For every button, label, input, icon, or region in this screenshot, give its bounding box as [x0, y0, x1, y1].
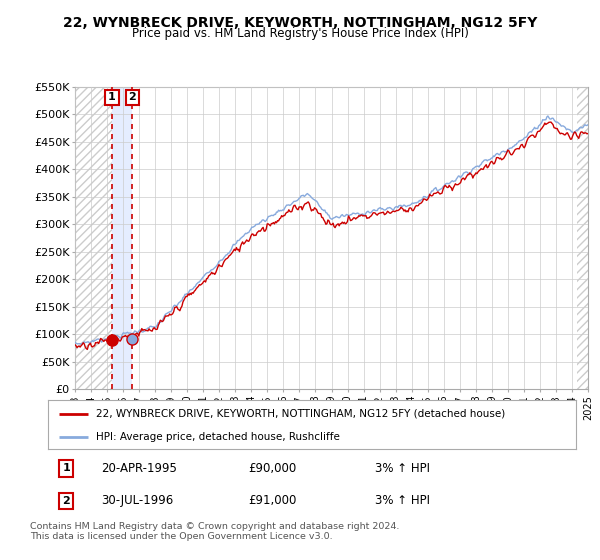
Text: 22, WYNBRECK DRIVE, KEYWORTH, NOTTINGHAM, NG12 5FY (detached house): 22, WYNBRECK DRIVE, KEYWORTH, NOTTINGHAM…: [95, 409, 505, 419]
Text: 2: 2: [128, 92, 136, 102]
Text: 3% ↑ HPI: 3% ↑ HPI: [376, 494, 430, 507]
Text: Contains HM Land Registry data © Crown copyright and database right 2024.
This d: Contains HM Land Registry data © Crown c…: [30, 522, 400, 542]
Text: 2: 2: [62, 496, 70, 506]
Text: 20-APR-1995: 20-APR-1995: [101, 462, 176, 475]
Text: 30-JUL-1996: 30-JUL-1996: [101, 494, 173, 507]
Text: 3% ↑ HPI: 3% ↑ HPI: [376, 462, 430, 475]
Text: Price paid vs. HM Land Registry's House Price Index (HPI): Price paid vs. HM Land Registry's House …: [131, 27, 469, 40]
Bar: [112, 87, 133, 389]
Text: £91,000: £91,000: [248, 494, 297, 507]
Text: 1: 1: [108, 92, 116, 102]
Text: 1: 1: [62, 464, 70, 473]
Text: 22, WYNBRECK DRIVE, KEYWORTH, NOTTINGHAM, NG12 5FY: 22, WYNBRECK DRIVE, KEYWORTH, NOTTINGHAM…: [63, 16, 537, 30]
Text: £90,000: £90,000: [248, 462, 297, 475]
Text: HPI: Average price, detached house, Rushcliffe: HPI: Average price, detached house, Rush…: [95, 432, 340, 442]
